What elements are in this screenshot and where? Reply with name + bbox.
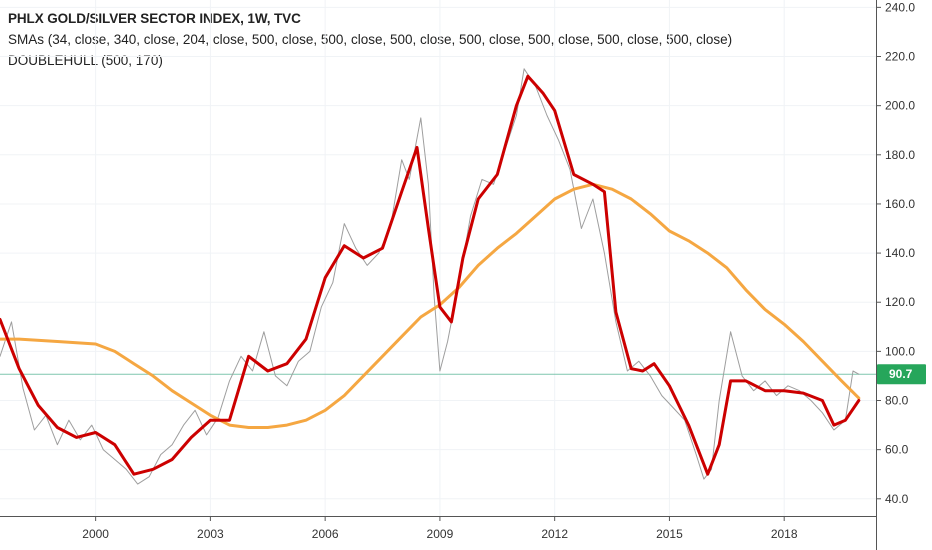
- x-tick-label: 2009: [427, 527, 454, 541]
- grid-lines: [0, 0, 876, 516]
- x-tick-label: 2015: [656, 527, 683, 541]
- series-lines: [0, 68, 861, 485]
- x-tick-label: 2006: [312, 527, 339, 541]
- x-tick-label: 2012: [541, 527, 568, 541]
- last-price-badge: 90.7: [877, 364, 926, 385]
- x-tick-label: 2003: [197, 527, 224, 541]
- y-tick-label: 240.0: [885, 0, 915, 14]
- y-tick-label: 60.0: [885, 443, 909, 457]
- x-tick-label: 2018: [771, 527, 798, 541]
- y-tick-label: 40.0: [885, 492, 909, 506]
- y-tick-label: 160.0: [885, 197, 915, 211]
- y-tick-label: 100.0: [885, 344, 915, 358]
- y-tick-label: 80.0: [885, 394, 909, 408]
- y-tick-label: 140.0: [885, 246, 915, 260]
- y-tick-label: 220.0: [885, 50, 915, 64]
- y-tick-label: 180.0: [885, 148, 915, 162]
- y-tick-label: 120.0: [885, 295, 915, 309]
- hull-series-line: [0, 74, 861, 476]
- x-tick-label: 2000: [82, 527, 109, 541]
- last-price-label: 90.7: [889, 367, 913, 381]
- sma-series-line: [0, 182, 861, 429]
- y-tick-label: 200.0: [885, 99, 915, 113]
- chart-title: PHLX GOLD/SILVER SECTOR INDEX, 1W, TVC: [8, 11, 301, 26]
- price-series-line: [0, 68, 860, 485]
- sma-indicator-label: SMAs (34, close, 340, close, 204, close,…: [8, 32, 733, 47]
- last-price-badge-bg: [877, 364, 926, 385]
